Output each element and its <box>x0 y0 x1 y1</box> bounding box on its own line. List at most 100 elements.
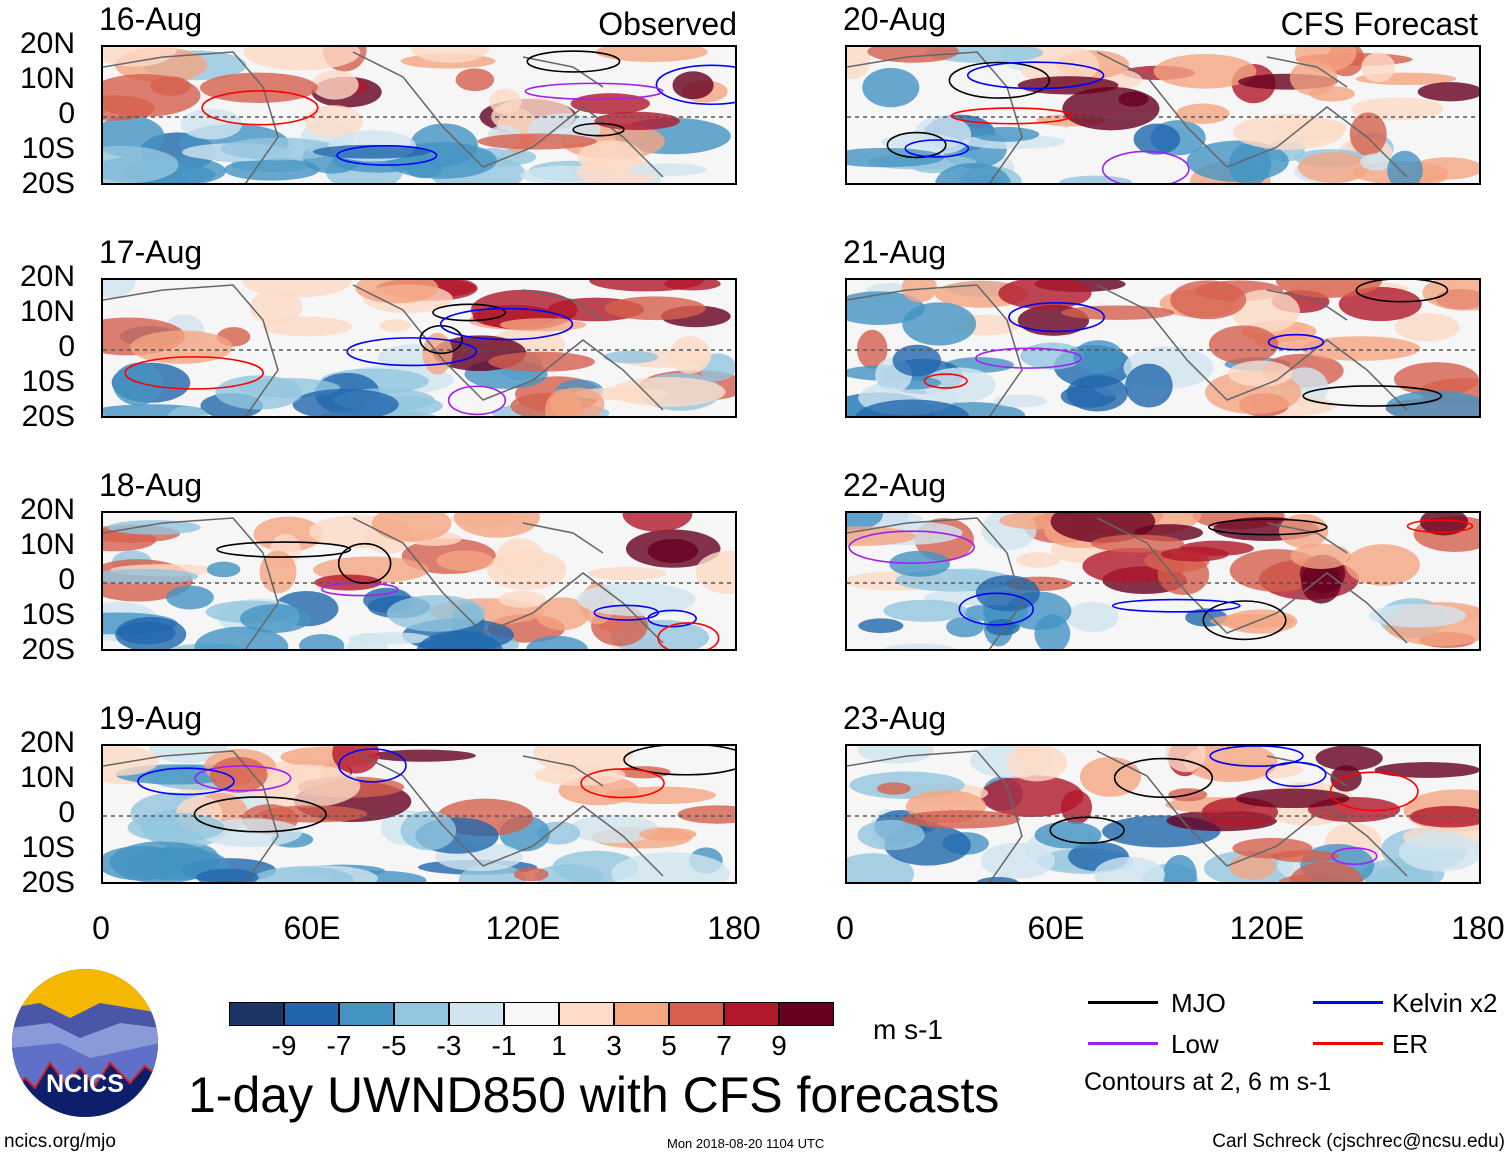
contour-line <box>1265 761 1327 788</box>
wind-anomaly-patch <box>1073 340 1124 374</box>
wind-anomaly-patch <box>857 819 925 851</box>
colorbar-swatch <box>449 1002 504 1026</box>
figure-title: 1-day UWND850 with CFS forecasts <box>188 1067 1000 1123</box>
wind-anomaly-patch <box>1230 289 1300 333</box>
wind-anomaly-patch <box>251 866 354 882</box>
colorbar-tick-label: 7 <box>716 1030 732 1061</box>
lat-label: 10S <box>21 598 75 631</box>
map-panel-16-Aug <box>101 45 737 185</box>
colorbar-units: m s-1 <box>873 1014 943 1045</box>
wind-anomaly-patch <box>1016 552 1061 568</box>
contour-line <box>338 748 407 783</box>
legend-line-kelvin <box>1313 1001 1383 1004</box>
wind-anomaly-patch <box>196 868 259 882</box>
wind-anomaly-patch <box>595 47 708 62</box>
wind-anomaly-patch <box>199 72 318 103</box>
contour-line <box>1302 385 1443 407</box>
contour-line <box>1267 333 1325 351</box>
wind-anomaly-patch <box>1165 746 1206 773</box>
wind-anomaly-patch <box>1133 123 1181 155</box>
lat-label: 20N <box>19 260 75 293</box>
wind-anomaly-patch <box>1060 790 1093 825</box>
wind-anomaly-patch <box>1297 152 1370 183</box>
wind-anomaly-patch <box>311 70 359 100</box>
panel-date: 22-Aug <box>843 467 947 503</box>
wind-anomaly-patch <box>488 351 595 372</box>
wind-anomaly-patch <box>455 68 495 92</box>
colorbar-swatch <box>779 1002 834 1026</box>
wind-anomaly-patch <box>1227 360 1293 387</box>
wind-anomaly-patch <box>117 621 176 645</box>
wind-anomaly-patch <box>1338 286 1422 322</box>
wind-anomaly-patch <box>1275 280 1383 298</box>
wind-anomaly-patch <box>1034 821 1102 849</box>
map-panel-18-Aug <box>101 511 737 651</box>
wind-anomaly-patch <box>258 805 367 823</box>
wind-anomaly-patch <box>993 394 1047 408</box>
wind-anomaly-patch <box>386 594 486 632</box>
wind-anomaly-patch <box>1020 342 1085 370</box>
wind-anomaly-patch <box>677 805 735 824</box>
wind-anomaly-patch <box>603 350 659 364</box>
wind-anomaly-patch <box>858 618 904 634</box>
wind-anomaly-patch <box>1014 746 1046 770</box>
wind-anomaly-patch <box>980 842 1056 879</box>
wind-anomaly-patch <box>972 126 1040 142</box>
wind-anomaly-patch <box>877 782 911 795</box>
wind-anomaly-patch <box>594 111 680 131</box>
wind-anomaly-patch <box>200 818 302 848</box>
coastline <box>103 750 664 882</box>
wind-anomaly-patch <box>130 330 233 364</box>
lat-label: 20N <box>19 493 75 526</box>
wind-anomaly-patch <box>847 853 915 882</box>
wind-anomaly-patch <box>550 387 605 416</box>
coastline <box>847 284 1408 416</box>
wind-anomaly-patch <box>410 47 491 63</box>
wind-anomaly-patch <box>1160 546 1229 562</box>
lon-label: 60E <box>1027 910 1085 946</box>
wind-anomaly-patch <box>349 632 432 645</box>
contour-line <box>526 50 621 73</box>
wind-anomaly-patch <box>669 336 711 374</box>
wind-anomaly-patch <box>892 344 942 377</box>
wind-anomaly-patch <box>103 280 136 298</box>
wind-anomaly-patch <box>867 47 959 63</box>
colorbar-swatch <box>394 1002 449 1026</box>
wind-anomaly-patch <box>1079 756 1141 797</box>
footer-url[interactable]: ncics.org/mjo <box>4 1131 116 1152</box>
wind-anomaly-patch <box>901 280 938 303</box>
colorbar-swatch <box>669 1002 724 1026</box>
colorbar-tick-label: 1 <box>551 1030 567 1061</box>
coastline <box>103 284 664 416</box>
map-panel-19-Aug <box>101 744 737 884</box>
wind-anomaly-patch <box>664 280 721 291</box>
wind-anomaly-patch <box>1345 544 1420 586</box>
colorbar-tick-label: -5 <box>381 1030 407 1061</box>
wind-anomaly-patch <box>883 599 968 622</box>
contour-line <box>572 122 625 137</box>
wind-anomaly-patch <box>249 289 303 325</box>
wind-anomaly-patch <box>1062 87 1160 131</box>
lon-label: 180 <box>707 910 761 946</box>
wind-anomaly-patch <box>261 316 353 337</box>
contour-line <box>524 82 664 101</box>
wind-anomaly-patch <box>206 561 241 578</box>
contour-line <box>194 765 292 792</box>
wind-anomaly-patch <box>292 388 399 416</box>
wind-anomaly-patch <box>1066 601 1119 633</box>
wind-anomaly-patch <box>609 377 726 407</box>
wind-anomaly-patch <box>847 47 871 80</box>
wind-anomaly-patch <box>535 597 590 631</box>
contour-line <box>593 604 659 621</box>
wind-anomaly-patch <box>243 47 361 71</box>
contour-line <box>1355 280 1449 303</box>
lat-label: 0 <box>58 796 75 829</box>
wind-anomaly-patch <box>976 876 1019 882</box>
wind-anomaly-patch <box>862 67 920 108</box>
map-panel-17-Aug <box>101 278 737 418</box>
wind-anomaly-patch <box>127 812 225 843</box>
wind-anomaly-patch <box>604 296 706 321</box>
map-panel-20-Aug <box>845 45 1481 185</box>
wind-anomaly-patch <box>647 538 699 563</box>
map-panel-22-Aug <box>845 511 1481 651</box>
